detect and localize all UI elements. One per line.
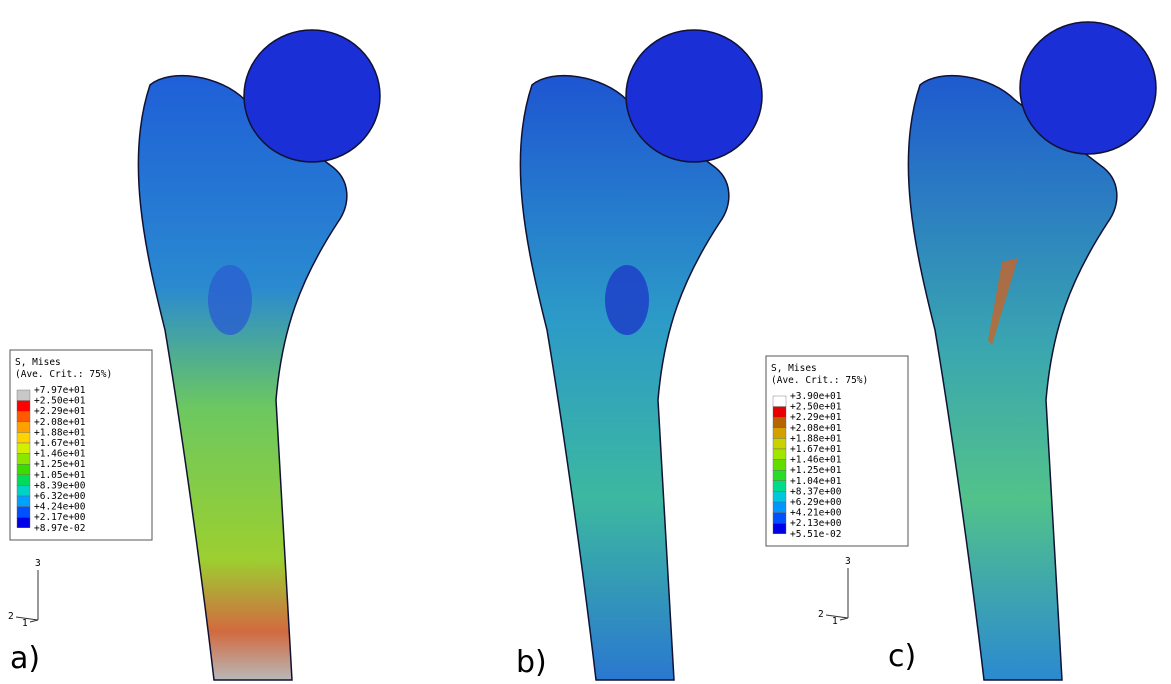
- legend-level: +1.04e+01: [790, 476, 842, 487]
- legend-level: +2.17e+00: [34, 512, 86, 523]
- legend-swatch: [17, 485, 30, 496]
- bone-c: [908, 22, 1156, 680]
- legend-level: +2.29e+01: [34, 406, 86, 417]
- legend-swatch: [773, 428, 786, 439]
- legend-level: +1.05e+01: [34, 470, 86, 481]
- legend-level: +2.08e+01: [790, 423, 842, 434]
- legend-swatch: [773, 460, 786, 471]
- legend-swatch: [773, 513, 786, 524]
- annotations: a)S, Mises(Ave. Crit.: 75%)+7.97e+01+2.5…: [8, 350, 916, 680]
- legend-swatch: [17, 390, 30, 401]
- legend-swatch: [17, 401, 30, 412]
- legend-swatch: [17, 496, 30, 507]
- legend-level: +8.97e-02: [34, 523, 85, 534]
- legend-title: S, Mises: [771, 363, 817, 374]
- legend-level: +2.50e+01: [790, 402, 842, 413]
- legend-level: +4.24e+00: [34, 502, 86, 513]
- legend-level: +4.21e+00: [790, 508, 842, 519]
- bone-a: [138, 30, 380, 680]
- legend-title: S, Mises: [15, 357, 61, 368]
- legend-swatch: [17, 464, 30, 475]
- legend-swatch: [17, 507, 30, 518]
- legend-level: +5.51e-02: [790, 529, 841, 540]
- legend-level: +7.97e+01: [34, 385, 86, 396]
- panel-label: c): [888, 639, 916, 674]
- triad-axis: [30, 620, 38, 622]
- legend-level: +2.50e+01: [34, 396, 86, 407]
- legend-level: +1.46e+01: [34, 449, 86, 460]
- triad-label: 2: [818, 609, 824, 620]
- legend-swatch: [17, 411, 30, 422]
- legend-level: +1.88e+01: [790, 433, 842, 444]
- legend-level: +3.90e+01: [790, 391, 842, 402]
- legend-swatch: [773, 449, 786, 460]
- legend-level: +8.37e+00: [790, 486, 842, 497]
- legend-swatch: [17, 454, 30, 465]
- legend-swatch: [773, 396, 786, 407]
- legend-subtitle: (Ave. Crit.: 75%): [771, 375, 868, 386]
- legend-level: +2.08e+01: [34, 417, 86, 428]
- panel-label: b): [516, 645, 547, 680]
- triad-axis: [840, 618, 848, 620]
- legend-swatch: [773, 523, 786, 534]
- legend-subtitle: (Ave. Crit.: 75%): [15, 369, 112, 380]
- legend-swatch: [773, 491, 786, 502]
- legend-swatch: [17, 432, 30, 443]
- triad-label: 1: [22, 618, 28, 629]
- legend-swatch: [17, 443, 30, 454]
- legend-swatch: [17, 475, 30, 486]
- legend-swatch: [773, 470, 786, 481]
- legend-level: +1.25e+01: [790, 465, 842, 476]
- triad-label: 3: [35, 558, 41, 569]
- legend-swatch: [773, 481, 786, 492]
- legend-swatch: [17, 517, 30, 528]
- triad-label: 1: [832, 616, 838, 627]
- triad-label: 3: [845, 556, 851, 567]
- legend-level: +2.29e+01: [790, 412, 842, 423]
- legend-level: +8.39e+00: [34, 480, 86, 491]
- legend-level: +1.25e+01: [34, 459, 86, 470]
- legend-level: +6.29e+00: [790, 497, 842, 508]
- legend-swatch: [773, 502, 786, 513]
- legend-level: +1.67e+01: [790, 444, 842, 455]
- bone-b: [520, 30, 762, 680]
- legend-swatch: [773, 417, 786, 428]
- legend-swatch: [773, 407, 786, 418]
- legend-swatch: [773, 438, 786, 449]
- legend-level: +1.46e+01: [790, 455, 842, 466]
- legend-level: +6.32e+00: [34, 491, 86, 502]
- panel-label: a): [10, 641, 40, 676]
- triad-label: 2: [8, 611, 14, 622]
- legend-level: +2.13e+00: [790, 518, 842, 529]
- legend-level: +1.88e+01: [34, 427, 86, 438]
- legend-level: +1.67e+01: [34, 438, 86, 449]
- legend-swatch: [17, 422, 30, 433]
- figure: a)S, Mises(Ave. Crit.: 75%)+7.97e+01+2.5…: [0, 0, 1171, 684]
